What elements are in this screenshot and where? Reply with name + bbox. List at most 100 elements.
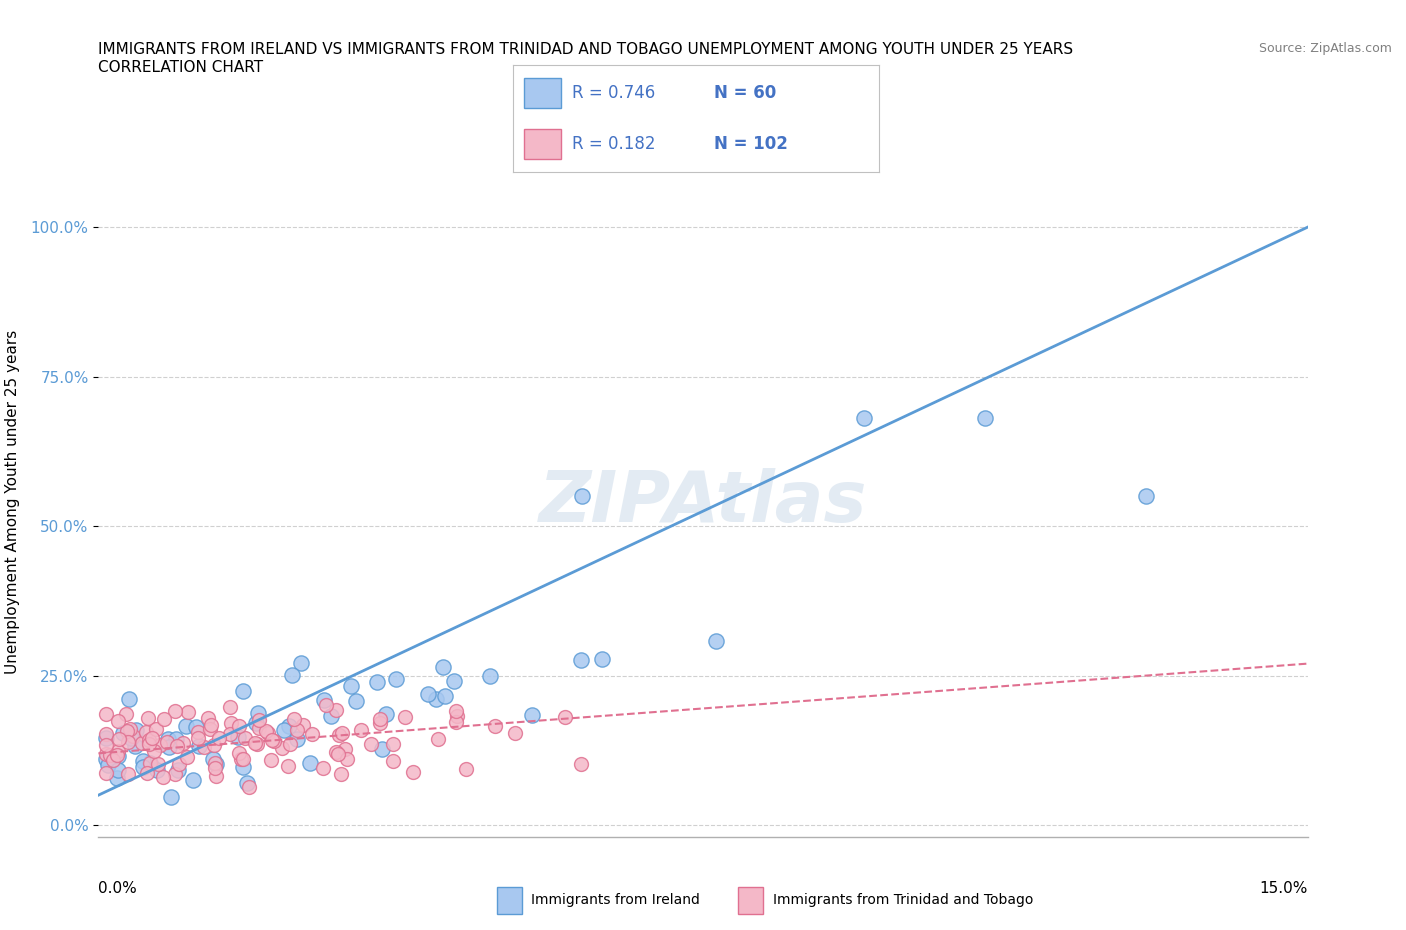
Point [444, 703, 467, 718]
Point [444, 715, 467, 730]
Point [299, 755, 322, 770]
Point [571, 489, 593, 504]
Point [202, 751, 225, 766]
Point [484, 719, 506, 734]
Point [218, 727, 240, 742]
Point [382, 754, 405, 769]
Point [416, 686, 439, 701]
Point [152, 770, 174, 785]
Point [204, 761, 226, 776]
Point [107, 713, 129, 728]
Point [285, 723, 308, 737]
Point [176, 750, 198, 764]
Point [165, 704, 187, 719]
FancyBboxPatch shape [738, 887, 762, 914]
Point [554, 709, 576, 724]
Point [368, 711, 391, 726]
Point [138, 737, 160, 751]
Point [136, 711, 159, 725]
Point [125, 723, 148, 737]
Point [205, 757, 228, 772]
Point [232, 760, 254, 775]
Point [204, 755, 226, 770]
Point [344, 693, 367, 708]
Point [235, 730, 257, 745]
Text: ZIPAtlas: ZIPAtlas [538, 468, 868, 537]
Point [503, 725, 526, 740]
Point [569, 652, 592, 667]
Point [132, 760, 155, 775]
Point [187, 730, 209, 745]
Point [236, 776, 259, 790]
Text: 15.0%: 15.0% [1260, 881, 1308, 896]
Point [105, 770, 128, 785]
Point [115, 706, 138, 721]
Point [202, 738, 225, 753]
Text: Source: ZipAtlas.com: Source: ZipAtlas.com [1258, 42, 1392, 55]
Y-axis label: Unemployment Among Youth under 25 years: Unemployment Among Youth under 25 years [4, 330, 20, 674]
Point [232, 751, 254, 766]
Point [96, 726, 118, 741]
Point [260, 753, 283, 768]
Point [328, 728, 350, 743]
Point [166, 739, 188, 754]
Point [1135, 489, 1157, 504]
Point [97, 757, 120, 772]
Point [281, 668, 304, 683]
Text: R = 0.182: R = 0.182 [572, 135, 655, 153]
Point [325, 745, 347, 760]
Point [96, 747, 118, 762]
Point [336, 751, 359, 766]
Point [333, 741, 356, 756]
Point [238, 780, 260, 795]
Point [384, 671, 406, 686]
Point [115, 724, 138, 738]
Point [177, 704, 200, 719]
Point [278, 737, 301, 751]
Point [132, 753, 155, 768]
Point [117, 734, 139, 749]
Point [184, 719, 207, 734]
Point [569, 757, 592, 772]
Point [479, 669, 502, 684]
Point [226, 730, 249, 745]
Point [228, 719, 250, 734]
Point [135, 765, 157, 780]
Point [198, 722, 221, 737]
Point [143, 743, 166, 758]
Point [166, 763, 188, 777]
Text: Immigrants from Ireland: Immigrants from Ireland [531, 893, 700, 907]
Point [263, 734, 285, 749]
Point [427, 732, 450, 747]
Point [247, 721, 270, 736]
Point [108, 732, 131, 747]
Point [105, 747, 128, 762]
Point [446, 708, 468, 723]
Point [107, 743, 129, 758]
Text: N = 60: N = 60 [714, 84, 776, 102]
Point [165, 731, 187, 746]
Point [138, 733, 160, 748]
Point [314, 693, 336, 708]
Point [187, 724, 209, 739]
Point [366, 674, 388, 689]
Point [157, 739, 180, 754]
Point [285, 732, 308, 747]
Point [247, 706, 270, 721]
Point [277, 759, 299, 774]
Point [247, 712, 270, 727]
Point [120, 730, 142, 745]
Point [152, 711, 174, 726]
Point [138, 755, 160, 770]
Point [141, 730, 163, 745]
Point [96, 765, 118, 780]
Text: R = 0.746: R = 0.746 [572, 84, 655, 102]
Point [156, 731, 179, 746]
Point [283, 711, 305, 726]
FancyBboxPatch shape [498, 887, 522, 914]
Point [148, 756, 170, 771]
Point [135, 724, 157, 739]
Point [193, 739, 215, 754]
Point [243, 736, 266, 751]
Point [591, 652, 613, 667]
